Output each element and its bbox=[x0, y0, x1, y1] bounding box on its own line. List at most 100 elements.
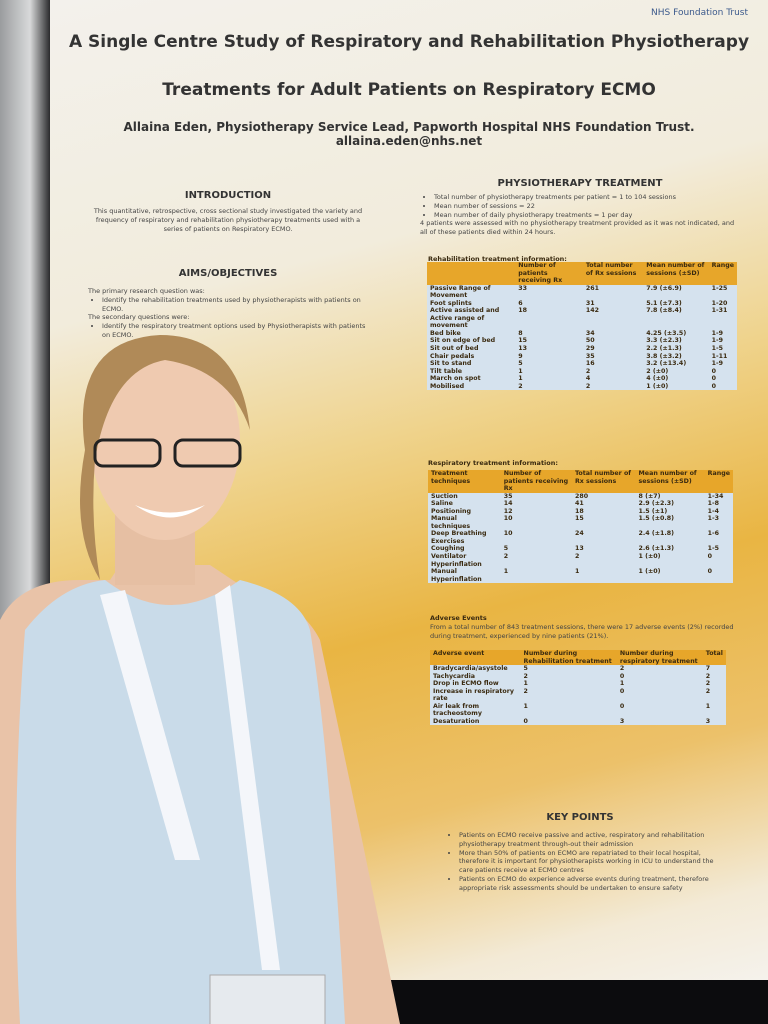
table-cell: 5 bbox=[520, 665, 617, 673]
header-cell: Number during respiratory treatment bbox=[616, 650, 703, 666]
table-cell: 1-31 bbox=[708, 307, 737, 330]
table-row: Number of patients receiving Rx Total num… bbox=[427, 262, 737, 285]
header-cell: Total bbox=[702, 650, 726, 666]
table-cell: 1 bbox=[702, 702, 726, 718]
heading: KEY POINTS bbox=[546, 812, 614, 823]
table-cell: 5 bbox=[515, 360, 583, 368]
table-head: Number of patients receiving Rx Total num… bbox=[427, 262, 737, 285]
table-row: Foot splints 6 31 5.1 (±7.3) 1-20 bbox=[427, 299, 737, 308]
table-cell: 1 bbox=[571, 568, 636, 584]
text: This quantitative, retrospective, cross … bbox=[93, 207, 363, 233]
table-cell: 1.5 (±0.8) bbox=[635, 515, 705, 531]
table-cell: 1 bbox=[515, 367, 583, 376]
table-cell: 0 bbox=[704, 553, 733, 569]
table-cell: 2 bbox=[582, 367, 644, 376]
key-points: KEY POINTS Patients on ECMO receive pass… bbox=[445, 812, 715, 892]
table-row: Suction 35 280 8 (±7) 1-34 bbox=[428, 492, 733, 501]
table-row: Bed bike 8 34 4.25 (±3.5) 1-9 bbox=[427, 329, 737, 338]
table: Treatment techniques Number of patients r… bbox=[428, 470, 733, 584]
list-item: Mean number of daily physiotherapy treat… bbox=[434, 211, 740, 220]
table-cell: 2 bbox=[500, 553, 572, 569]
table: Number of patients receiving Rx Total num… bbox=[427, 262, 737, 391]
header-cell: Range bbox=[708, 262, 737, 285]
heading: PHYSIOTHERAPY TREATMENT bbox=[497, 178, 663, 189]
table-cell: 4 (±0) bbox=[643, 375, 709, 383]
table-cell: 0 bbox=[708, 382, 737, 391]
text: The primary research question was: bbox=[88, 287, 205, 295]
table-cell: 2 bbox=[702, 680, 726, 688]
table-cell: 0 bbox=[616, 702, 703, 718]
table-cell: Coughing bbox=[428, 545, 501, 554]
text: 4 patients were assessed with no physiot… bbox=[420, 219, 735, 237]
table-row: Sit to stand 5 16 3.2 (±13.4) 1-9 bbox=[427, 360, 737, 368]
header-cell bbox=[427, 262, 516, 285]
table-cell: March on spot bbox=[427, 375, 516, 383]
table-cell: 1 (±0) bbox=[635, 553, 705, 569]
table-cell: 1-4 bbox=[704, 507, 733, 516]
table-cell: 2.9 (±2.3) bbox=[635, 500, 705, 508]
table-cell: 5.1 (±7.3) bbox=[643, 299, 709, 308]
table-row: Manual techniques 10 15 1.5 (±0.8) 1-3 bbox=[428, 515, 733, 531]
table-head: Treatment techniques Number of patients r… bbox=[428, 470, 733, 493]
table-cell: 1-9 bbox=[708, 329, 737, 338]
table-cell: 1-11 bbox=[708, 352, 737, 361]
table-cell: 16 bbox=[582, 360, 644, 368]
list: Patients on ECMO receive passive and act… bbox=[445, 831, 715, 892]
table-cell: 1-25 bbox=[708, 284, 737, 300]
table-cell: 15 bbox=[571, 515, 636, 531]
header-cell: Treatment techniques bbox=[428, 470, 501, 493]
table-cell: Mobilised bbox=[427, 382, 516, 391]
table-body: Bradycardia/asystole 5 2 7 Tachycardia 2 0 2 Dro… bbox=[430, 665, 726, 726]
list-item: Patients on ECMO do experience adverse e… bbox=[459, 875, 715, 893]
table-cell: 35 bbox=[500, 492, 572, 501]
table-cell: 9 bbox=[515, 352, 583, 361]
text: From a total number of 843 treatment ses… bbox=[430, 623, 734, 640]
table-cell: 1 (±0) bbox=[643, 382, 709, 391]
table-cell: 2 bbox=[520, 687, 617, 703]
table-row: Sit out of bed 13 29 2.2 (±1.3) 1-5 bbox=[427, 345, 737, 353]
table-cell: 2 bbox=[702, 687, 726, 703]
glasses bbox=[93, 438, 162, 468]
table-cell: 29 bbox=[582, 345, 644, 353]
list: Identify the respiratory treatment optio… bbox=[88, 322, 368, 340]
table-cell: Sit on edge of bed bbox=[427, 337, 516, 346]
table-row: Tilt table 1 2 2 (±0) 0 bbox=[427, 367, 737, 376]
table-cell: 3.2 (±13.4) bbox=[643, 360, 709, 368]
table-cell: 7.9 (±6.9) bbox=[643, 284, 709, 300]
table-cell: 2.4 (±1.8) bbox=[635, 530, 705, 546]
table-cell: Suction bbox=[428, 492, 501, 501]
table-row: Desaturation 0 3 3 bbox=[430, 717, 726, 726]
table-row: Mobilised 2 2 1 (±0) 0 bbox=[427, 382, 737, 391]
list-item: Total number of physiotherapy treatments… bbox=[434, 193, 740, 202]
header-cell: Range bbox=[704, 470, 733, 493]
table-cell: 1-6 bbox=[704, 530, 733, 546]
table-cell: 1-5 bbox=[704, 545, 733, 554]
table-cell: 24 bbox=[571, 530, 636, 546]
table-cell: Tachycardia bbox=[430, 672, 521, 681]
table-body: Passive Range of Movement 33 261 7.9 (±6.9)… bbox=[427, 284, 737, 391]
smile bbox=[135, 505, 205, 518]
table-cell: 6 bbox=[515, 299, 583, 308]
table-cell: 50 bbox=[582, 337, 644, 346]
table-cell: 0 bbox=[704, 568, 733, 584]
table-row: Drop in ECMO flow 1 1 2 bbox=[430, 680, 726, 688]
table-cell: 1 bbox=[520, 702, 617, 718]
table-row: Positioning 12 18 1.5 (±1) 1-4 bbox=[428, 507, 733, 516]
table-cell: 280 bbox=[571, 492, 636, 501]
header-cell: Mean number of sessions (±SD) bbox=[643, 262, 709, 285]
list: Identify the rehabilitation treatments u… bbox=[88, 296, 368, 314]
table-cell: 0 bbox=[708, 367, 737, 376]
table-cell: 31 bbox=[582, 299, 644, 308]
list-item: Patients on ECMO receive passive and act… bbox=[459, 831, 715, 849]
title: A Single Centre Study of Respiratory and… bbox=[68, 32, 750, 52]
author: Allaina Eden, Physiotherapy Service Lead… bbox=[123, 120, 695, 148]
introduction: INTRODUCTION This quantitative, retrospe… bbox=[88, 190, 368, 233]
table-row: Adverse event Number during Rehabilitatio… bbox=[430, 650, 726, 666]
table-cell: 3 bbox=[702, 717, 726, 726]
table-cell: 7 bbox=[702, 665, 726, 673]
table-cell: Bed bike bbox=[427, 329, 516, 338]
table-row: Treatment techniques Number of patients r… bbox=[428, 470, 733, 493]
table-cell: 8 (±7) bbox=[635, 492, 705, 501]
title: Treatments for Adult Patients on Respira… bbox=[162, 80, 656, 100]
person bbox=[0, 335, 400, 1024]
